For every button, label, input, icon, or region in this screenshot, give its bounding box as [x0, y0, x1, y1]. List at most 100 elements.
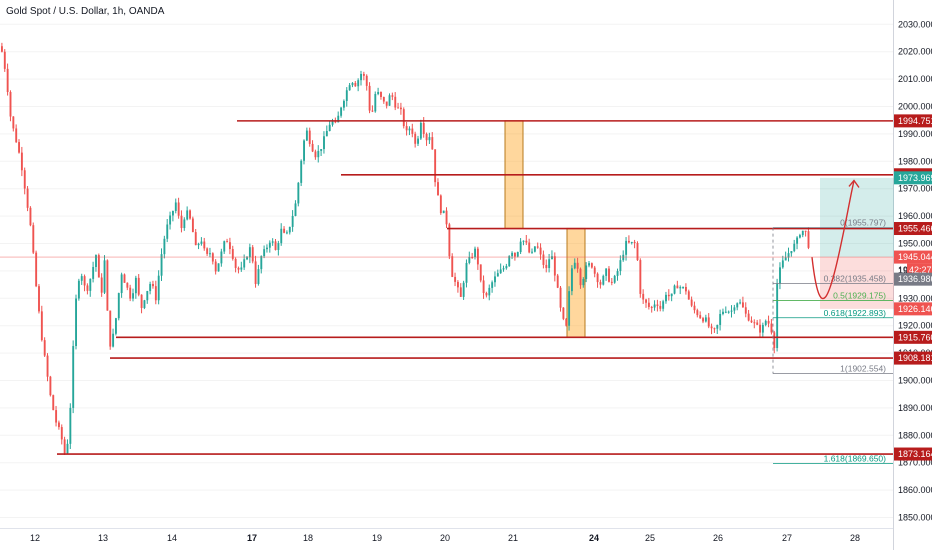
- candle-body: [630, 241, 633, 243]
- fib-label: 0.382(1935.458): [824, 273, 887, 283]
- candle-body: [52, 395, 55, 411]
- candle-body: [619, 260, 622, 272]
- candle-body: [229, 242, 231, 250]
- candle-body: [468, 257, 471, 263]
- level-price-label-bg: [894, 351, 932, 365]
- candle-body: [183, 219, 186, 229]
- candle-body: [682, 286, 685, 288]
- candle-body: [693, 305, 696, 311]
- candle-body: [277, 243, 280, 250]
- candle-body: [80, 276, 83, 281]
- candle-body: [474, 248, 476, 258]
- candle-body: [724, 311, 727, 313]
- candle-body: [628, 240, 630, 243]
- y-tick-label: 1870.000: [898, 458, 932, 468]
- price-label-bg: [894, 250, 932, 264]
- candle-body: [402, 109, 405, 127]
- y-tick-label: 1890.000: [898, 403, 932, 413]
- candle-body: [294, 203, 297, 216]
- candle-body: [382, 96, 385, 102]
- candle-body: [140, 294, 143, 308]
- candle-body: [328, 124, 331, 132]
- candle-body: [18, 142, 20, 153]
- candle-body: [112, 333, 115, 347]
- candle-body: [505, 266, 508, 269]
- x-tick-label: 20: [440, 533, 450, 543]
- candle-body: [15, 128, 18, 143]
- candle-body: [514, 252, 516, 257]
- candle-body: [431, 137, 434, 150]
- candle-body: [596, 273, 599, 283]
- x-tick-label: 26: [713, 533, 723, 543]
- candle-body: [58, 422, 60, 428]
- candle-body: [137, 277, 140, 295]
- candle-body: [553, 256, 556, 276]
- candle-body: [636, 243, 639, 261]
- candle-body: [556, 275, 559, 288]
- candle-body: [223, 241, 226, 252]
- y-tick-label: 1880.000: [898, 430, 932, 440]
- candle-body: [479, 264, 482, 281]
- candle-body: [770, 323, 773, 333]
- candle-body: [582, 279, 585, 286]
- candle-body: [371, 110, 374, 112]
- candle-body: [642, 293, 645, 300]
- x-tick-label: 21: [508, 533, 518, 543]
- level-price-label-bg: [894, 222, 932, 236]
- candle-body: [807, 231, 810, 248]
- candle-body: [670, 293, 673, 297]
- candle-body: [323, 136, 325, 150]
- candle-body: [103, 260, 106, 293]
- x-tick-label: 18: [303, 533, 313, 543]
- candle-body: [756, 322, 759, 325]
- y-tick-label: 1920.000: [898, 321, 932, 331]
- candle-body: [197, 243, 200, 246]
- candle-body: [576, 262, 579, 269]
- candle-body: [804, 230, 807, 232]
- price-labels: 1994.7511975.0851955.4661915.7601908.181…: [894, 114, 932, 461]
- candle-body: [86, 285, 89, 291]
- candle-body: [593, 267, 596, 274]
- candle-body: [95, 255, 97, 267]
- candle-body: [610, 281, 613, 283]
- candle-body: [662, 301, 665, 309]
- candle-body: [545, 264, 548, 269]
- candle-body: [462, 282, 465, 297]
- candle-body: [542, 254, 545, 265]
- candle-body: [568, 291, 571, 326]
- y-tick-label: 1850.000: [898, 513, 932, 523]
- candle-body: [667, 294, 670, 297]
- candle-body: [533, 246, 536, 252]
- candle-body: [106, 260, 109, 311]
- candle-body: [55, 410, 58, 423]
- level-price-label-bg: [894, 447, 932, 461]
- candle-body: [260, 256, 263, 270]
- candle-body: [143, 300, 146, 308]
- candle-body: [727, 311, 730, 313]
- candle-body: [690, 299, 693, 306]
- candle-body: [72, 345, 75, 408]
- y-tick-label: 1960.000: [898, 211, 932, 221]
- candle-body: [331, 121, 334, 125]
- candle-body: [496, 273, 499, 277]
- candle-body: [117, 293, 120, 319]
- candle-body: [476, 248, 479, 265]
- level-price-label: 1994.751: [898, 116, 932, 126]
- candle-body: [391, 95, 394, 97]
- candle-body: [753, 322, 756, 324]
- candle-body: [325, 131, 328, 137]
- level-price-label: 1873.164: [898, 449, 932, 459]
- candle-body: [274, 241, 277, 250]
- candle-body: [781, 260, 784, 268]
- candle-body: [590, 263, 593, 268]
- candle-body: [43, 340, 46, 356]
- candle-body: [377, 91, 380, 94]
- candle-body: [508, 256, 511, 267]
- candle-body: [123, 274, 126, 283]
- candle-body: [1, 46, 3, 52]
- candle-body: [491, 282, 494, 288]
- candle-body: [437, 182, 439, 196]
- candle-body: [801, 230, 804, 236]
- projection-curve: [811, 180, 855, 300]
